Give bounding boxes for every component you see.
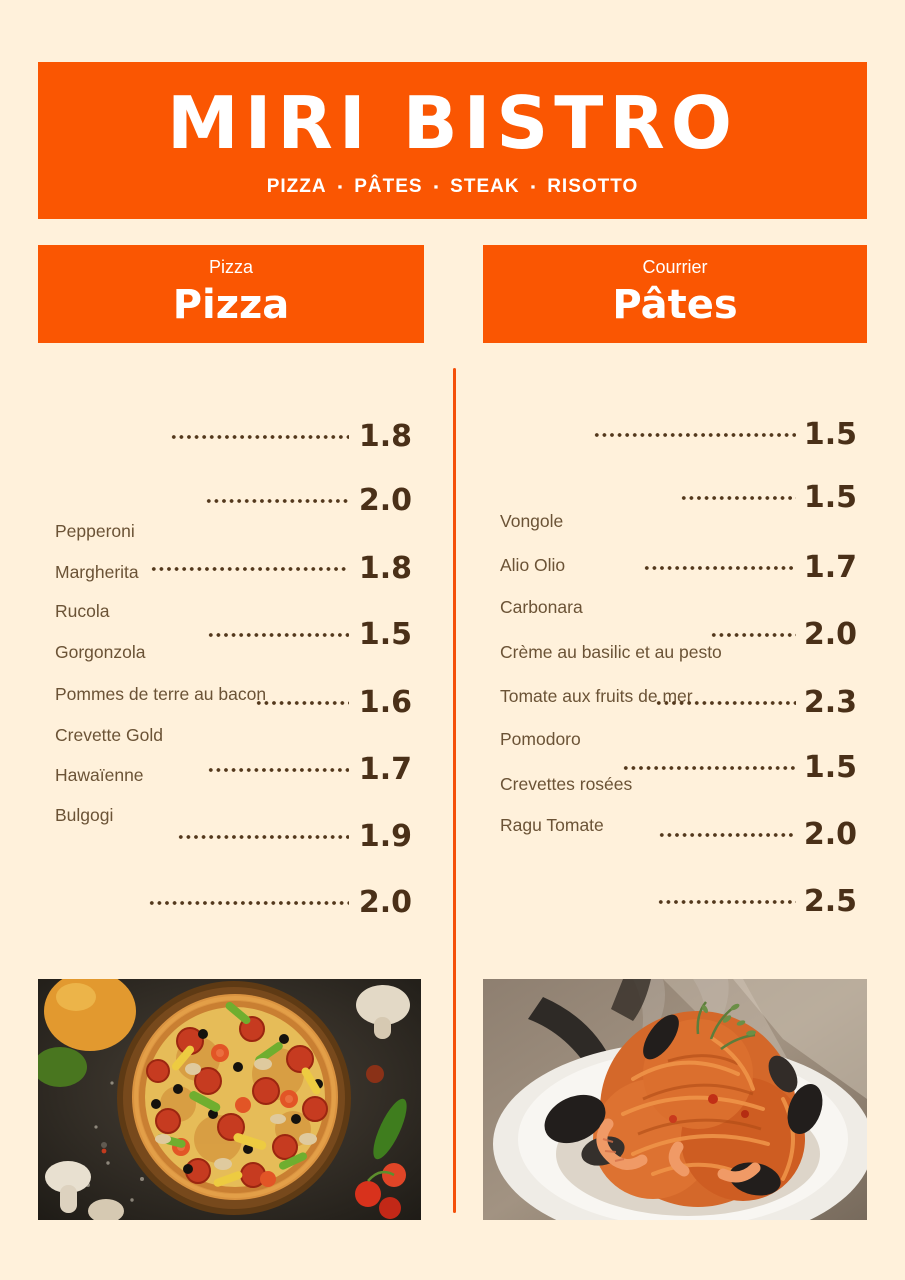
- menu-item-price: 1.5: [358, 617, 412, 652]
- menu-item-name: Pomodoro: [500, 729, 581, 749]
- menu-item-price: 1.7: [803, 550, 857, 585]
- menu-item-name: Vongole: [500, 511, 564, 531]
- menu-item-name: Crevettes rosées: [500, 774, 633, 794]
- menu-item-name: Ragu Tomate: [500, 815, 604, 835]
- menu-item-name: Crevette Gold: [55, 725, 163, 745]
- menu-item-price: 2.0: [803, 617, 857, 652]
- menu-item-price: 2.3: [803, 685, 857, 720]
- section-tab-label: Courrier: [642, 257, 708, 277]
- price-leader-dots: [710, 633, 796, 637]
- menu-item-name: Pepperoni: [55, 521, 135, 541]
- cuisine-item: PÂTES: [354, 176, 423, 197]
- price-leader-dots: [148, 901, 349, 905]
- cuisine-item: STEAK: [450, 176, 520, 197]
- menu-item-price: 2.5: [803, 884, 857, 919]
- menu-item-price: 1.5: [803, 480, 857, 515]
- pizza-photo: [38, 979, 421, 1220]
- price-leader-dots: [593, 433, 796, 437]
- menu-item-name: Alio Olio: [500, 555, 566, 575]
- section-tab-label: Pizza: [208, 257, 253, 277]
- price-leader-dots: [622, 766, 796, 770]
- seafood-pasta-photo: [483, 979, 867, 1220]
- cuisine-item: RISOTTO: [547, 176, 639, 197]
- menu-item-price: 1.5: [803, 417, 857, 452]
- square-bullet-icon: ▪: [530, 178, 537, 194]
- section-title: Pâtes: [612, 282, 738, 328]
- menu-item-price: 1.7: [358, 752, 412, 787]
- menu-item-price: 1.8: [358, 551, 412, 586]
- section-title: Pizza: [172, 282, 290, 328]
- menu-item-name: Carbonara: [500, 597, 583, 617]
- cuisine-item: PIZZA: [266, 176, 327, 197]
- menu-item-price: 1.6: [358, 685, 412, 720]
- price-leader-dots: [205, 499, 349, 503]
- menu-item-price: 1.5: [803, 750, 857, 785]
- price-leader-dots: [658, 833, 796, 837]
- price-leader-dots: [655, 701, 796, 705]
- restaurant-name: MIRI BISTRO: [166, 81, 739, 165]
- price-leader-dots: [170, 435, 349, 439]
- menu-item-name: Margherita: [55, 562, 139, 582]
- menu-item-name: Gorgonzola: [55, 642, 146, 662]
- price-leader-dots: [255, 701, 349, 705]
- menu-item-price: 2.0: [358, 885, 412, 920]
- header-banner: MIRI BISTRO PIZZA ▪ PÂTES ▪ STEAK ▪ RISO…: [38, 62, 867, 219]
- price-leader-dots: [643, 566, 796, 570]
- price-leader-dots: [177, 835, 349, 839]
- menu-item-name: Hawaïenne: [55, 765, 144, 785]
- menu-item-name: Pommes de terre au bacon: [55, 684, 267, 704]
- menu-item-name: Crème au basilic et au pesto: [500, 642, 722, 662]
- square-bullet-icon: ▪: [433, 178, 440, 194]
- price-leader-dots: [207, 633, 349, 637]
- menu-item-price: 1.8: [358, 419, 412, 454]
- cuisine-list: PIZZA ▪ PÂTES ▪ STEAK ▪ RISOTTO: [267, 176, 639, 198]
- price-leader-dots: [657, 900, 796, 904]
- column-divider: [453, 368, 456, 1213]
- price-leader-dots: [150, 567, 349, 571]
- menu-item-name: Rucola: [55, 601, 110, 621]
- section-header-pizza: Pizza Pizza: [38, 245, 424, 343]
- menu-item-name: Bulgogi: [55, 805, 114, 825]
- square-bullet-icon: ▪: [337, 178, 344, 194]
- menu-item-price: 2.0: [358, 483, 412, 518]
- menu-item-name: Tomate aux fruits de mer: [500, 686, 693, 706]
- menu-item-price: 2.0: [803, 817, 857, 852]
- section-header-pates: Courrier Pâtes: [483, 245, 867, 343]
- price-leader-dots: [207, 768, 349, 772]
- menu-item-price: 1.9: [358, 819, 412, 854]
- price-leader-dots: [680, 496, 796, 500]
